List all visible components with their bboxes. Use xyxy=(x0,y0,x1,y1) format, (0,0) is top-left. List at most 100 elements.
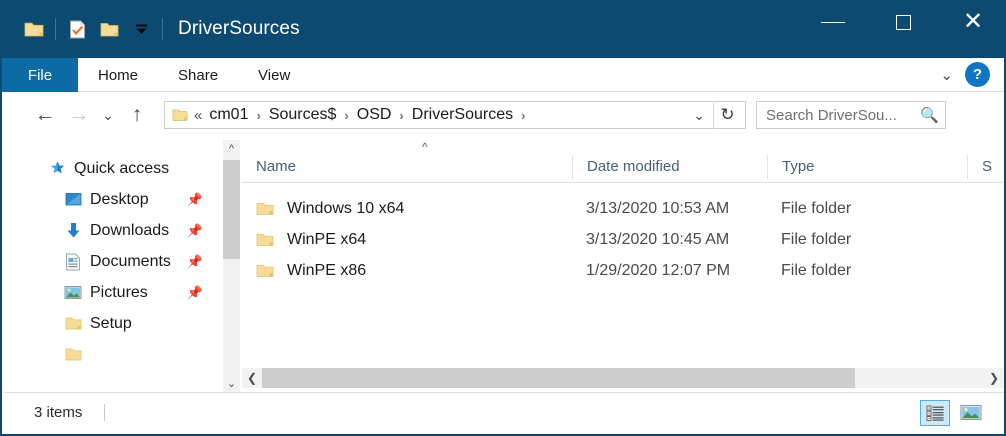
forward-button[interactable]: → xyxy=(68,103,90,126)
sidebar-item-quick-access[interactable]: Quick access xyxy=(4,153,219,184)
sidebar-item-pictures[interactable]: Pictures 📌 xyxy=(4,277,219,308)
file-date-cell: 1/29/2020 12:07 PM xyxy=(586,261,731,279)
pictures-icon xyxy=(62,285,84,300)
sidebar-item-documents[interactable]: Documents 📌 xyxy=(4,246,219,277)
folder-icon xyxy=(62,316,84,331)
folder-icon xyxy=(62,347,84,362)
file-name-label: WinPE x86 xyxy=(287,261,367,279)
scroll-left-button[interactable]: ❮ xyxy=(246,371,258,385)
breadcrumb-overflow[interactable]: « xyxy=(194,106,203,124)
qat-separator-1 xyxy=(55,18,56,40)
column-header-size[interactable]: S xyxy=(967,154,1004,179)
pin-icon[interactable]: 📌 xyxy=(186,191,203,207)
table-row[interactable]: WinPE x86 1/29/2020 12:07 PM File folder xyxy=(242,255,1004,286)
scrollbar-thumb[interactable] xyxy=(223,160,240,259)
sidebar-item-label: Quick access xyxy=(74,159,170,177)
breadcrumb-item-driversources[interactable]: DriverSources xyxy=(411,106,514,123)
properties-icon[interactable] xyxy=(61,12,93,46)
navigation-pane: Quick access Desktop 📌 Downloads 📌 xyxy=(4,137,219,394)
sidebar-item-desktop[interactable]: Desktop 📌 xyxy=(4,184,219,215)
back-button[interactable]: ← xyxy=(34,103,56,126)
document-icon xyxy=(62,253,84,271)
table-row[interactable]: Windows 10 x64 3/13/2020 10:53 AM File f… xyxy=(242,193,1004,224)
chevron-right-icon[interactable]: › xyxy=(256,107,261,123)
search-icon[interactable]: 🔍 xyxy=(920,107,939,124)
app-folder-icon[interactable] xyxy=(18,12,50,46)
breadcrumb-list: « cm01 › Sources$ › OSD › DriverSources … xyxy=(188,106,685,124)
folder-icon xyxy=(256,232,274,248)
tab-share[interactable]: Share xyxy=(178,66,219,84)
scroll-right-button[interactable]: ❯ xyxy=(988,371,1000,385)
refresh-button[interactable]: ↻ xyxy=(713,101,741,129)
breadcrumb-item-osd[interactable]: OSD xyxy=(356,106,392,123)
file-type-cell: File folder xyxy=(781,230,852,248)
help-button[interactable]: ? xyxy=(965,62,990,87)
desktop-icon xyxy=(62,192,84,207)
minimize-button[interactable] xyxy=(798,0,868,44)
folder-icon xyxy=(256,263,274,279)
file-date-cell: 3/13/2020 10:53 AM xyxy=(586,199,730,217)
chevron-right-icon[interactable]: › xyxy=(521,107,526,123)
scrollbar-thumb[interactable] xyxy=(262,368,855,388)
new-folder-icon[interactable] xyxy=(93,12,125,46)
search-input[interactable]: Search DriverSou... 🔍 xyxy=(756,101,946,129)
sidebar-item-label: Desktop xyxy=(90,190,149,208)
sidebar-item-setup[interactable]: Setup xyxy=(4,308,219,339)
ribbon-tab-bar: File Home Share View ⌄ ? xyxy=(2,58,1004,92)
ascending-caret-icon: ^ xyxy=(422,140,428,154)
sidebar-item-downloads[interactable]: Downloads 📌 xyxy=(4,215,219,246)
window-controls: ✕ xyxy=(798,0,1004,44)
breadcrumb-item-sources[interactable]: Sources$ xyxy=(268,106,337,123)
quick-access-toolbar: DriverSources xyxy=(2,0,300,58)
chevron-right-icon[interactable]: › xyxy=(344,107,349,123)
file-list-pane: ^ Name Date modified Type S Windows 10 x… xyxy=(242,137,1004,367)
sidebar-item-label: Documents xyxy=(90,252,171,270)
download-icon xyxy=(62,222,84,239)
large-icons-view-button[interactable] xyxy=(956,400,986,426)
table-row[interactable]: WinPE x64 3/13/2020 10:45 AM File folder xyxy=(242,224,1004,255)
sidebar-item-partial[interactable] xyxy=(4,339,219,370)
customize-qat-dropdown-icon[interactable] xyxy=(125,12,157,46)
search-placeholder: Search DriverSou... xyxy=(766,106,897,124)
tab-file[interactable]: File xyxy=(2,58,78,92)
column-headers: Name Date modified Type S xyxy=(242,151,1004,183)
scroll-up-button[interactable]: ^ xyxy=(223,140,240,157)
scroll-down-button[interactable]: ⌄ xyxy=(223,375,240,392)
breadcrumb-folder-icon xyxy=(172,108,188,122)
column-header-name[interactable]: Name xyxy=(256,158,297,175)
column-header-type[interactable]: Type xyxy=(767,154,967,179)
tab-home[interactable]: Home xyxy=(98,66,139,84)
column-header-date-modified[interactable]: Date modified xyxy=(572,154,767,179)
address-dropdown-icon[interactable]: ⌄ xyxy=(693,106,705,123)
maximize-button[interactable] xyxy=(868,0,938,44)
pin-icon[interactable]: 📌 xyxy=(186,222,203,238)
pin-icon[interactable]: 📌 xyxy=(186,284,203,300)
breadcrumb-item-cm01[interactable]: cm01 xyxy=(209,106,249,123)
chevron-right-icon[interactable]: › xyxy=(399,107,404,123)
file-name-cell: WinPE x86 xyxy=(242,262,572,280)
file-date-cell: 3/13/2020 10:45 AM xyxy=(586,230,730,248)
sidebar-item-label: Downloads xyxy=(90,221,170,239)
status-divider xyxy=(104,404,106,421)
breadcrumb[interactable]: « cm01 › Sources$ › OSD › DriverSources … xyxy=(164,101,746,129)
view-toggle-group xyxy=(920,399,1004,426)
up-button[interactable]: ↑ xyxy=(131,103,143,126)
address-bar: ← → ⌄ ↑ « cm01 › Sources$ › OSD › Driver… xyxy=(2,93,1004,137)
chevron-down-icon[interactable]: ⌄ xyxy=(940,66,953,84)
file-list-horizontal-scrollbar[interactable]: ❮ ❯ xyxy=(242,368,1004,388)
sidebar-item-label: Setup xyxy=(90,314,132,332)
close-button[interactable]: ✕ xyxy=(962,8,984,35)
recent-locations-button[interactable]: ⌄ xyxy=(102,106,114,123)
file-name-cell: WinPE x64 xyxy=(242,231,572,249)
file-name-label: Windows 10 x64 xyxy=(287,199,405,217)
file-name-label: WinPE x64 xyxy=(287,230,367,248)
file-name-cell: Windows 10 x64 xyxy=(242,200,572,218)
details-view-button[interactable] xyxy=(920,399,950,426)
item-count-label: 3 items xyxy=(34,404,83,421)
pin-icon[interactable]: 📌 xyxy=(186,253,203,269)
tab-view[interactable]: View xyxy=(258,66,291,84)
status-bar: 3 items xyxy=(4,392,1004,432)
navigation-pane-scrollbar[interactable]: ^ ⌄ xyxy=(223,140,240,392)
ribbon-right-controls: ⌄ ? xyxy=(940,58,1004,91)
